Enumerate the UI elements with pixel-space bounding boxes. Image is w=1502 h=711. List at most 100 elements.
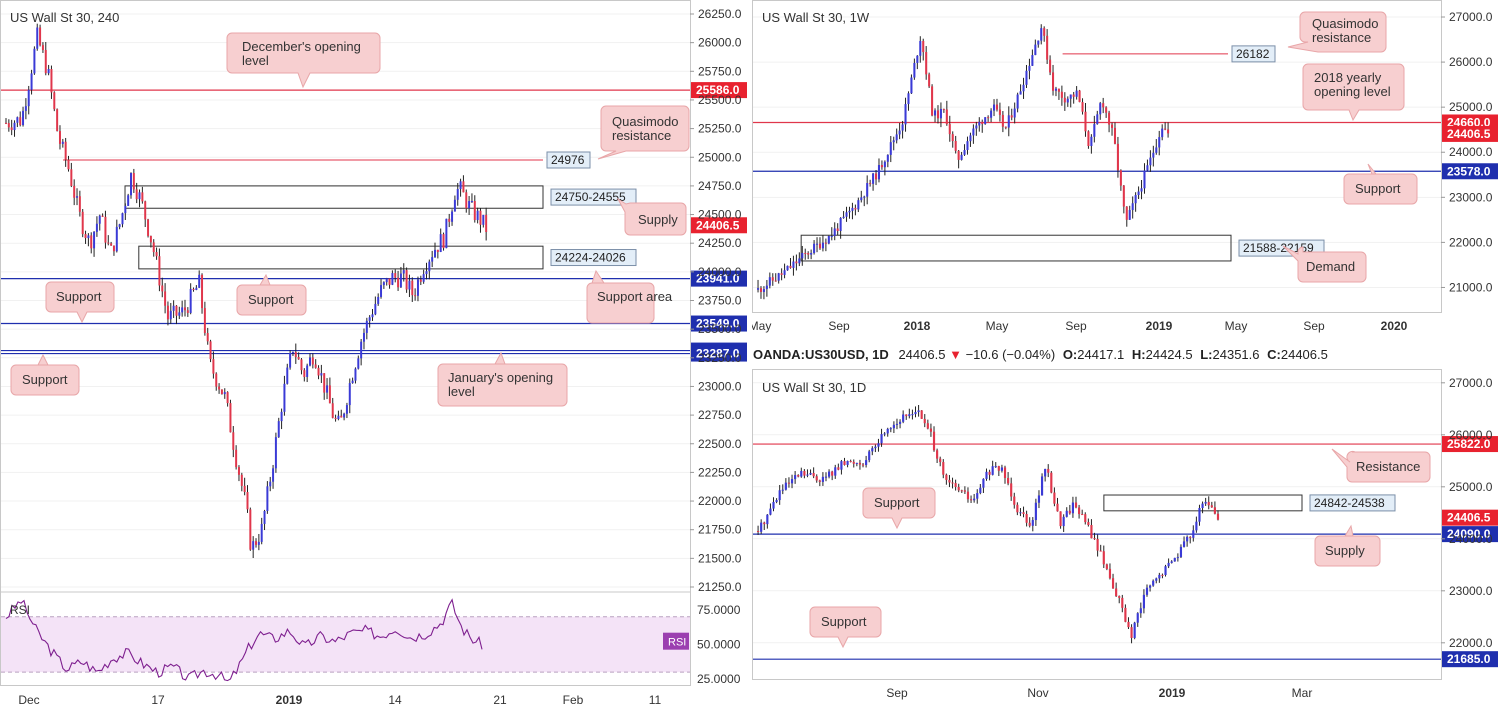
candle-body (1096, 114, 1099, 125)
candle-body (907, 93, 910, 105)
candle-body (815, 476, 818, 481)
candle-body (294, 351, 297, 357)
candle-body (917, 410, 920, 413)
candle-body (283, 383, 286, 412)
candle-body (1072, 94, 1075, 97)
candle-body (1192, 530, 1195, 538)
candle-body (1127, 621, 1130, 628)
candle-body (863, 196, 866, 198)
annotation-support-h4-a: Support (45, 281, 115, 324)
candle-body (910, 77, 913, 94)
candle-body (919, 40, 922, 56)
annotation-januarys-opening-level: January's opening level (437, 351, 568, 407)
candle-body (24, 106, 27, 111)
candle-body (880, 165, 883, 168)
price-badge-label: 23549.0 (696, 317, 740, 331)
candle-body (1044, 468, 1047, 477)
candle-body (812, 473, 815, 477)
candle-body (144, 201, 147, 220)
y-tick-label: 26000.0 (1449, 428, 1493, 442)
candle-body (368, 317, 371, 321)
candle-body (883, 433, 886, 435)
h4-candles (5, 23, 488, 558)
candle-body (115, 226, 118, 252)
x-tick-label: Sep (1303, 319, 1325, 333)
y-tick-label: 26250.0 (698, 7, 742, 21)
zone-label: 24842-24538 (1314, 496, 1385, 510)
candle-body (926, 423, 929, 429)
candle-body (1113, 127, 1117, 144)
candle-body (27, 89, 30, 107)
candle-body (166, 305, 169, 320)
candle-body (984, 117, 987, 125)
candle-body (209, 341, 212, 360)
candle-body (280, 411, 283, 422)
daily-chart-title: US Wall St 30, 1D (762, 380, 866, 395)
candle-body (328, 385, 331, 404)
candle-body (786, 265, 789, 271)
candle-body (152, 242, 155, 253)
candle-body (757, 531, 760, 532)
candle-body (783, 270, 786, 275)
y-tick-label: 23500.0 (698, 322, 742, 336)
candle-body (966, 491, 970, 500)
candle-body (33, 48, 36, 74)
daily-chart[interactable]: 24842-24538 25822.0 24090.0 21685.0 24406.5… (752, 369, 1502, 711)
candle-body (266, 486, 269, 512)
price-badge (1442, 436, 1498, 453)
candle-body (1149, 157, 1152, 166)
zone-box (138, 245, 544, 270)
candle-body (311, 357, 314, 365)
candle-body (291, 351, 294, 354)
candle-body (1122, 185, 1125, 207)
candle-body (53, 92, 56, 110)
candle-body (836, 228, 839, 231)
candle-body (904, 104, 907, 125)
candle-body (334, 417, 337, 420)
candle-body (451, 211, 454, 222)
candle-body (1037, 495, 1041, 503)
price-badge-label: 23287.0 (696, 347, 740, 361)
candle-body (314, 364, 317, 368)
current-price-badge (1442, 125, 1498, 142)
ohlc-change: −10.6 (−0.04%) (965, 347, 1056, 362)
candle-body (357, 358, 360, 369)
candle-body (1025, 70, 1028, 85)
ohlc-low-label: L: (1200, 347, 1213, 362)
candle-body (1133, 622, 1136, 638)
candle-body (1093, 538, 1096, 540)
candle-body (931, 86, 934, 116)
candle-body (963, 490, 966, 492)
candle-body (1102, 551, 1105, 565)
candle-body (1158, 574, 1161, 579)
zone-label: 24224-24026 (555, 251, 626, 265)
candle-body (260, 523, 263, 542)
candle-body (263, 511, 266, 524)
candle-body (61, 141, 64, 144)
candle-body (132, 173, 135, 190)
candle-body (252, 541, 255, 550)
candle-body (807, 253, 810, 255)
candle-body (405, 270, 408, 290)
candle-body (10, 127, 13, 131)
ohlc-high-label: H: (1131, 347, 1146, 362)
candle-body (1170, 561, 1173, 563)
candle-body (7, 123, 10, 128)
candle-body (58, 131, 61, 144)
zone-box (124, 185, 544, 209)
candle-body (1003, 467, 1007, 478)
h4-chart[interactable]: 24750-24555 24224-24026 25586.0 24976 23941… (0, 0, 749, 711)
candle-body (439, 234, 442, 253)
annotation-text: 2018 yearly opening level (1314, 70, 1391, 99)
candle-body (1152, 580, 1155, 586)
annotation-text: Supply (1325, 543, 1365, 558)
candle-body (348, 383, 351, 406)
y-tick-label: 24000.0 (698, 265, 742, 279)
candle-body (1034, 502, 1037, 521)
candle-body (1140, 188, 1143, 192)
candle-body (1087, 522, 1090, 526)
candle-body (448, 218, 451, 222)
candle-body (804, 252, 807, 254)
candle-body (1105, 564, 1108, 569)
